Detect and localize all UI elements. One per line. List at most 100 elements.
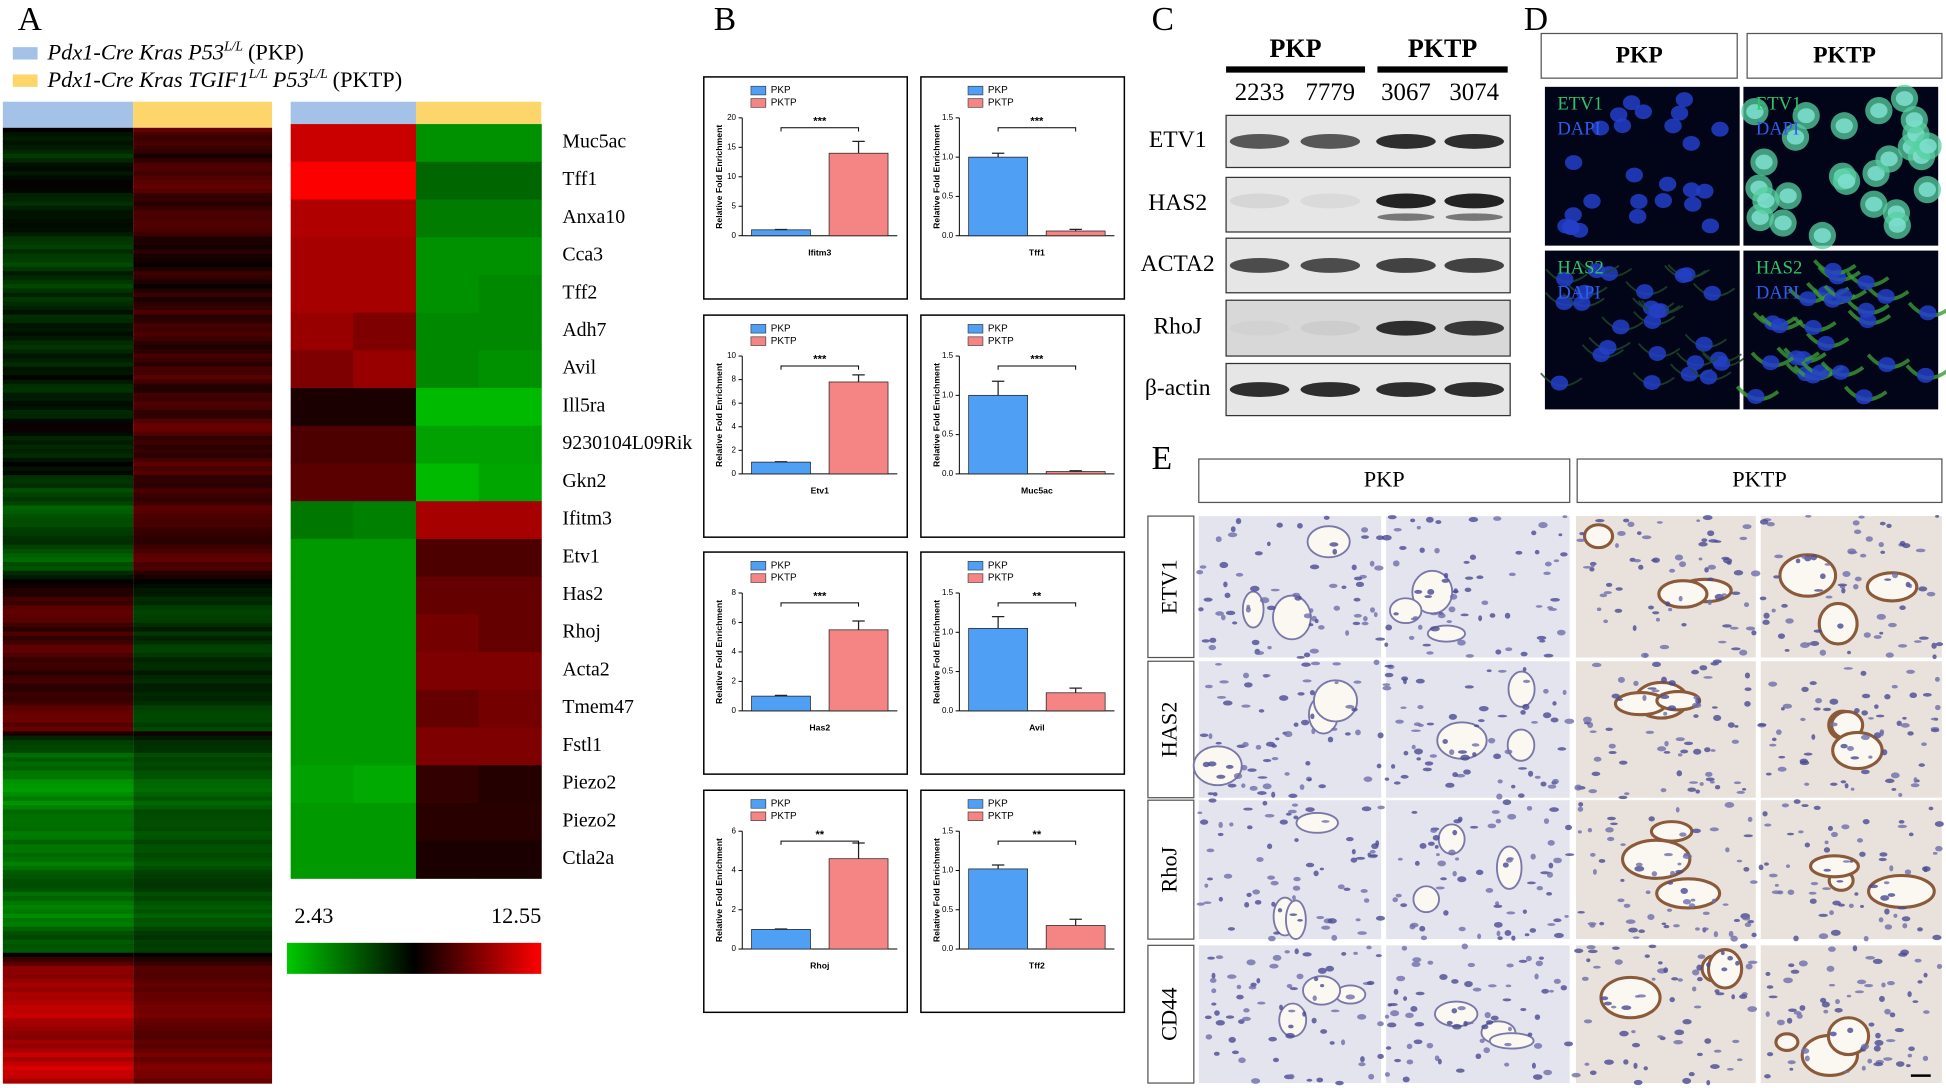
legend-label: Pdx1-Cre Kras P53L/L (PKP)	[47, 38, 304, 65]
nucleus	[1692, 702, 1702, 708]
nucleus	[1257, 1001, 1266, 1005]
heatmap-overview-cell	[133, 1048, 273, 1054]
heatmap-overview-cell	[133, 731, 273, 737]
heatmap-overview-cell	[2, 514, 134, 520]
nucleus	[1847, 1027, 1854, 1034]
heatmap-overview-cell	[2, 726, 134, 732]
nucleus	[1676, 770, 1683, 777]
band	[1300, 382, 1361, 397]
nucleus	[1916, 367, 1935, 383]
nucleus	[1357, 931, 1367, 935]
nucleus	[1385, 1046, 1392, 1050]
heatmap-overview-cell	[2, 887, 134, 893]
heatmap-overview-cell	[133, 271, 273, 277]
nucleus	[1915, 548, 1926, 553]
nucleus	[1693, 1005, 1702, 1009]
heatmap-overview-cell	[2, 1004, 134, 1010]
nucleus	[1405, 1012, 1414, 1019]
heatmap-overview-cell	[2, 414, 134, 420]
heatmap-overview-cell	[2, 305, 134, 311]
heatmap-overview-cell	[133, 718, 273, 724]
heatmap-cell	[415, 501, 480, 540]
legend-swatch	[967, 799, 984, 809]
nucleus	[1842, 860, 1851, 863]
nucleus	[1337, 884, 1345, 890]
nucleus	[1768, 995, 1778, 999]
nucleus	[1872, 958, 1883, 965]
nucleus	[1209, 637, 1217, 643]
heatmap-overview-cell	[2, 271, 134, 277]
nucleus	[1618, 760, 1628, 765]
nucleus	[1771, 608, 1776, 613]
nucleus	[1878, 357, 1896, 373]
nucleus	[1867, 165, 1885, 181]
heatmap-overview-cell	[2, 231, 134, 237]
bar	[751, 695, 811, 712]
nucleus	[1878, 541, 1884, 548]
nucleus	[1293, 722, 1299, 727]
lumen	[1867, 873, 1936, 909]
nucleus	[1612, 319, 1630, 335]
heatmap-overview-cell	[133, 857, 273, 863]
nucleus	[1361, 535, 1370, 539]
heatmap-overview-cell	[2, 140, 134, 146]
nucleus	[1199, 819, 1209, 825]
nucleus	[1236, 984, 1242, 990]
nucleus	[1427, 841, 1435, 846]
nucleus	[1648, 303, 1666, 319]
nucleus	[1331, 727, 1338, 731]
nucleus	[1736, 859, 1743, 863]
nucleus	[1344, 732, 1351, 736]
heatmap-overview-cell	[2, 449, 134, 455]
nucleus	[1680, 887, 1688, 894]
nucleus	[1736, 790, 1745, 794]
nucleus	[1426, 651, 1434, 655]
row-header-box	[1147, 660, 1195, 799]
heatmap-overview-cell	[2, 1065, 134, 1071]
nucleus	[1254, 900, 1262, 905]
heatmap-cell	[290, 727, 354, 766]
nucleus	[1742, 524, 1752, 530]
nucleus	[1305, 862, 1315, 868]
nucleus	[1437, 613, 1446, 619]
legend-swatch	[750, 85, 767, 96]
nucleus	[1786, 1017, 1793, 1024]
heatmap-overview-cell	[2, 314, 134, 320]
nucleus	[1774, 554, 1784, 559]
heatmap-overview-cell	[133, 344, 273, 350]
nucleus	[1793, 799, 1801, 804]
nucleus	[1687, 787, 1697, 792]
nucleus	[1577, 806, 1584, 812]
nucleus	[1623, 518, 1630, 523]
nucleus	[1417, 624, 1423, 630]
nucleus	[1874, 704, 1879, 709]
heatmap-overview-cell	[2, 1074, 134, 1080]
nucleus	[1744, 922, 1752, 928]
heatmap-cell	[415, 425, 480, 464]
nucleus	[1823, 1009, 1829, 1014]
nucleus	[1689, 781, 1699, 784]
nucleus	[1918, 586, 1928, 592]
nucleus	[1847, 745, 1854, 751]
lumen	[1437, 823, 1466, 855]
nucleus	[1343, 887, 1351, 891]
nucleus	[1409, 924, 1416, 930]
heatmap-overview-cell	[133, 813, 273, 819]
nucleus	[1297, 523, 1303, 529]
heatmap-overview-cell	[2, 748, 134, 754]
nucleus	[1286, 983, 1293, 989]
nucleus	[1731, 591, 1741, 596]
heatmap-overview-cell	[133, 792, 273, 798]
nucleus	[1414, 748, 1424, 755]
column-header-box	[1540, 32, 1738, 79]
significance-label: ***	[813, 591, 827, 603]
nucleus	[1351, 564, 1357, 571]
heatmap-cell	[353, 237, 417, 276]
nucleus	[1250, 585, 1260, 592]
nucleus	[1440, 877, 1447, 881]
nucleus	[1880, 895, 1890, 901]
heatmap-overview-cell	[2, 1017, 134, 1023]
nucleus	[1651, 977, 1656, 981]
y-tick-label: 0	[732, 944, 737, 953]
